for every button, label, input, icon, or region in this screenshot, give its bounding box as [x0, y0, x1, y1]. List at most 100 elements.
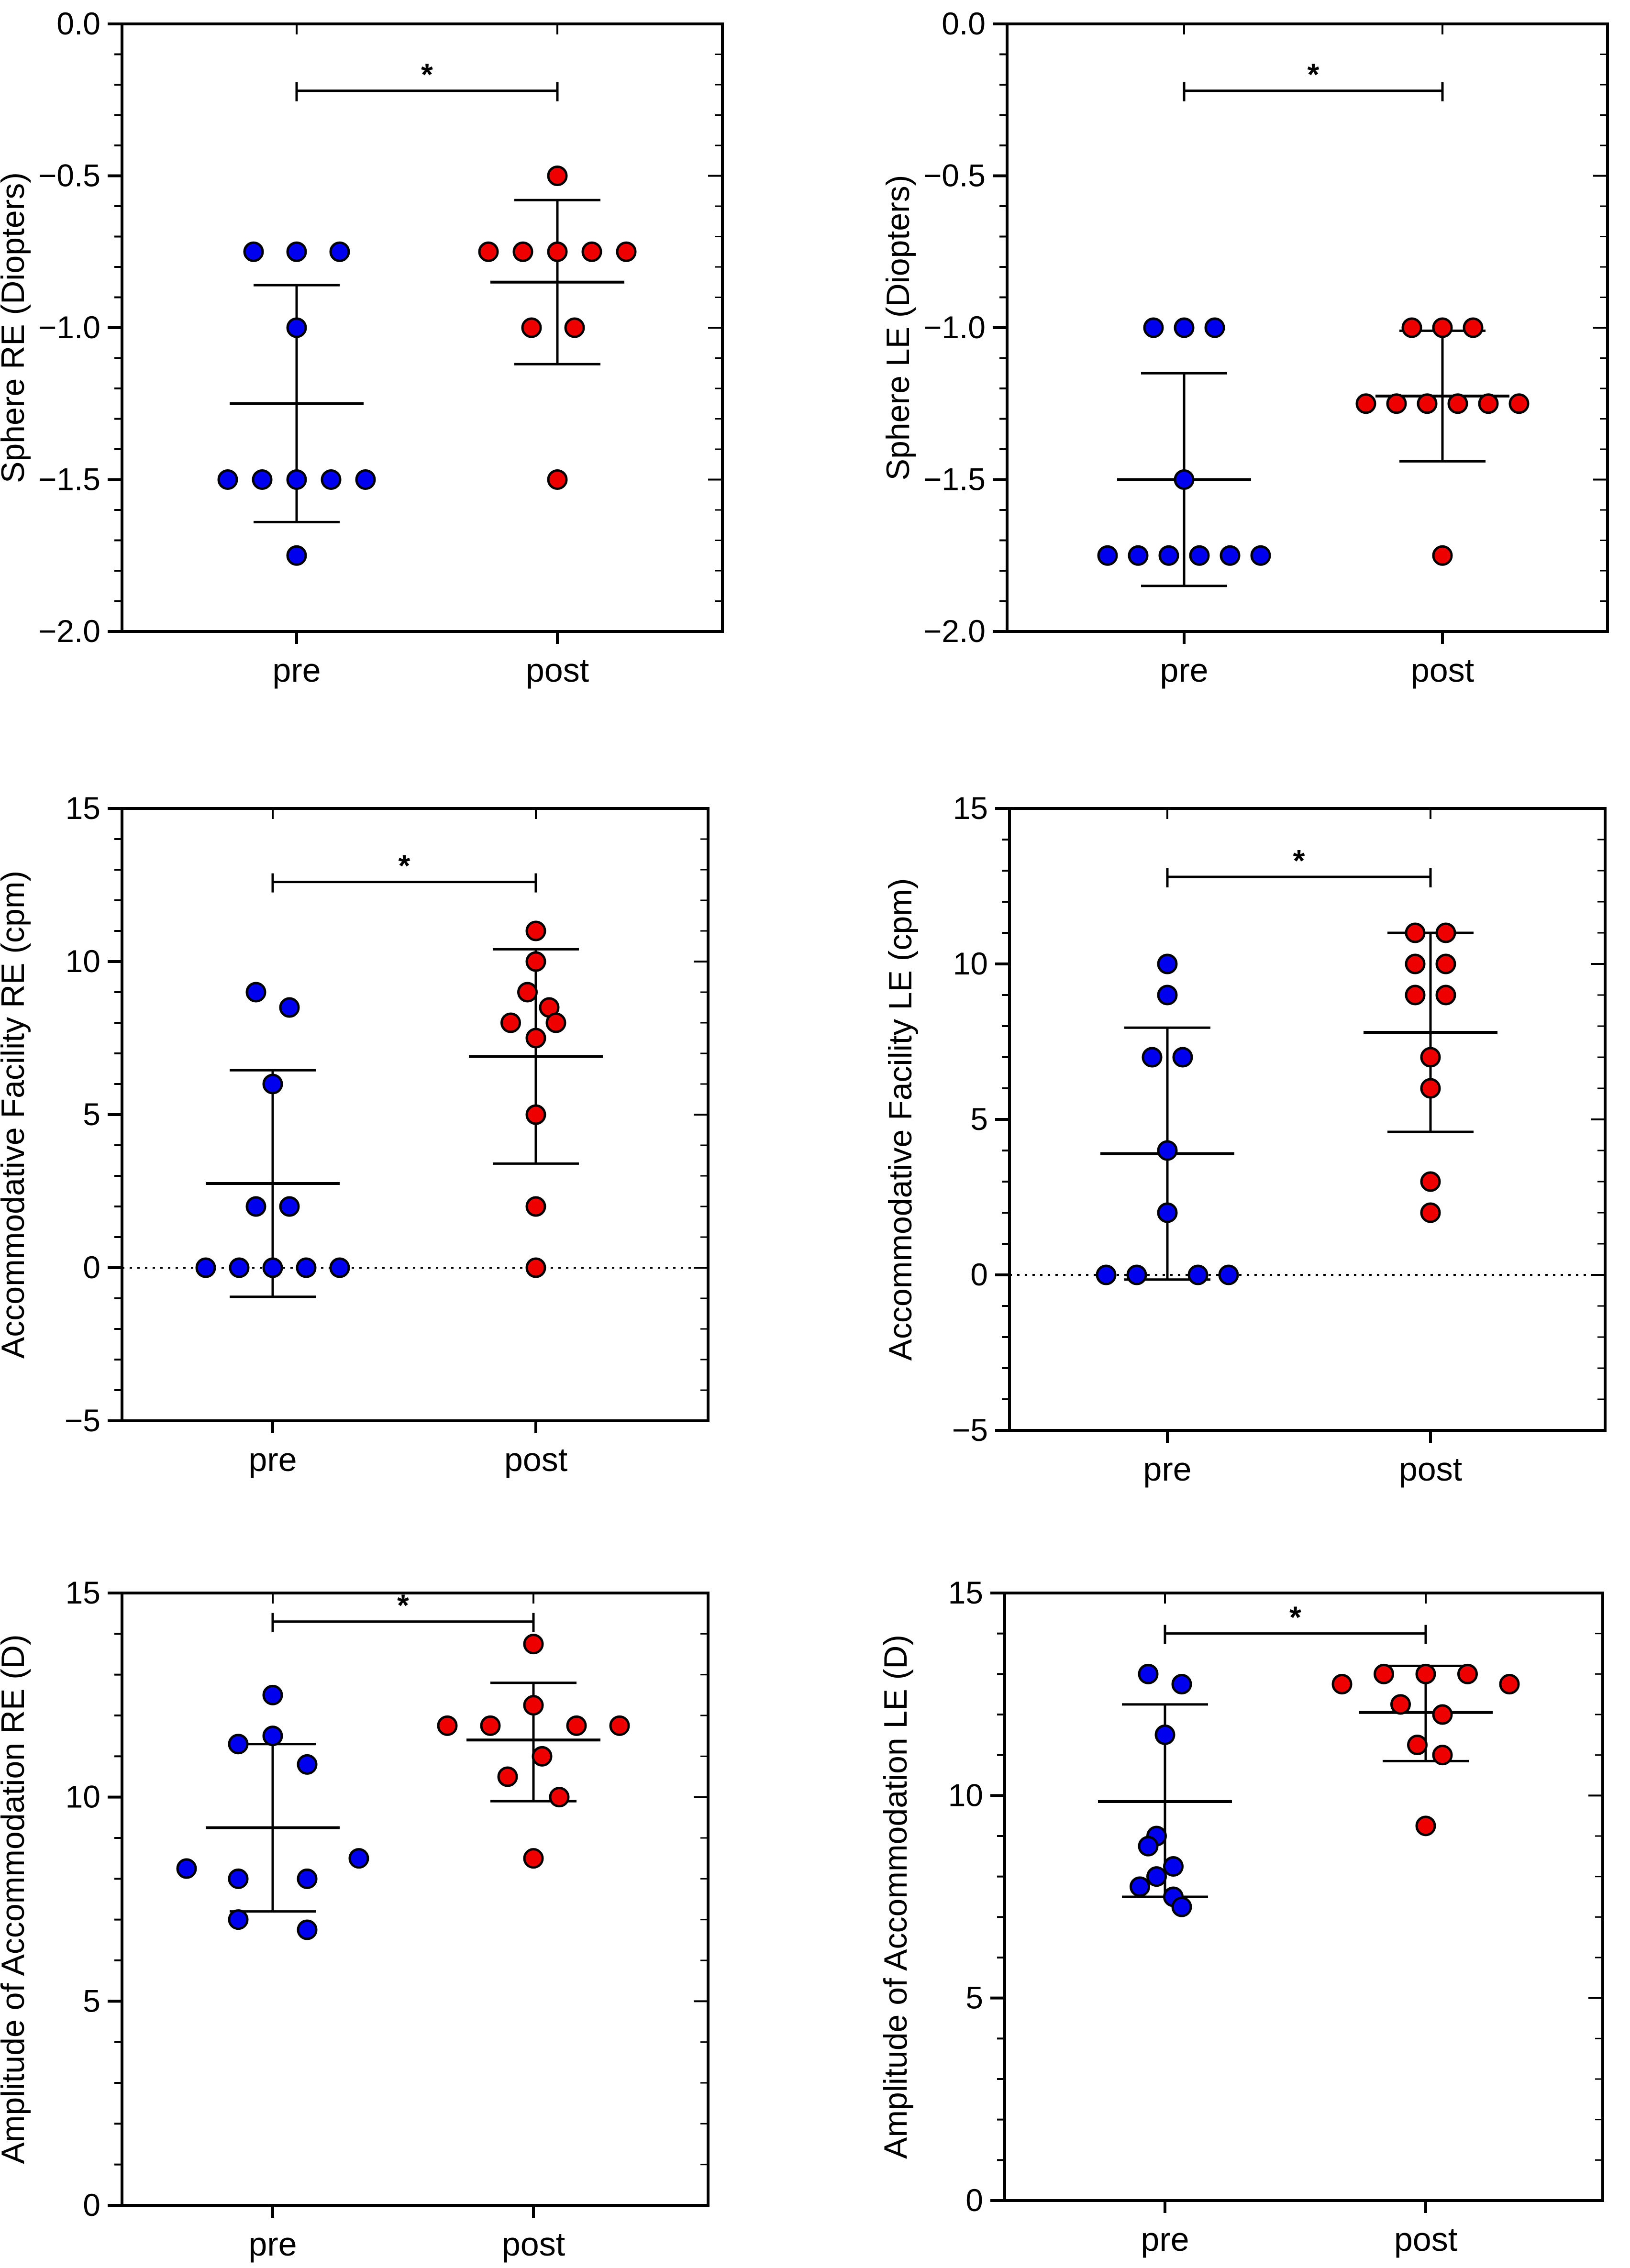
- data-point-post: [525, 1104, 546, 1125]
- y-axis-title: Accommodative Facility RE (cpm): [0, 871, 31, 1359]
- data-point-post: [1401, 317, 1422, 338]
- x-category-label: pre: [1143, 1450, 1191, 1488]
- data-point-pre: [228, 1734, 249, 1755]
- significance-marker: *: [399, 849, 410, 883]
- data-point-pre: [195, 1257, 216, 1278]
- y-tick-label: 15: [66, 790, 100, 826]
- chart-panel-1: −2.0 −1.5 −1.0 −0.5 0.0 pre post Sphere RE (Dio…: [0, 6, 724, 689]
- data-point-post: [525, 1196, 546, 1217]
- data-point-post: [549, 1787, 570, 1808]
- y-tick-label: 15: [953, 790, 988, 826]
- data-point-post: [1415, 1663, 1436, 1684]
- data-point-post: [1457, 1663, 1478, 1684]
- data-point-pre: [1128, 545, 1149, 566]
- data-point-pre: [279, 1196, 300, 1217]
- y-axis-title: Sphere LE (Diopters): [880, 175, 916, 481]
- data-point-pre: [1163, 1856, 1184, 1877]
- y-tick-label: 0: [83, 1250, 100, 1285]
- data-point-post: [1417, 393, 1438, 414]
- data-point-post: [616, 241, 637, 262]
- data-point-pre: [296, 1257, 317, 1278]
- data-point-pre: [329, 1257, 350, 1278]
- data-point-post: [1420, 1078, 1441, 1099]
- y-tick-label: −2.0: [923, 613, 986, 649]
- data-point-pre: [329, 241, 350, 262]
- x-category-label: post: [526, 652, 589, 689]
- x-category-label: post: [502, 2225, 565, 2263]
- data-point-pre: [297, 1868, 318, 1889]
- plot-frame: [1006, 22, 1609, 633]
- data-point-post: [1405, 922, 1426, 943]
- x-category-label: post: [504, 1441, 567, 1478]
- data-point-post: [1435, 985, 1456, 1006]
- x-category-label: post: [1411, 652, 1474, 689]
- y-tick-label: 5: [83, 1983, 100, 2018]
- data-point-post: [1415, 1815, 1436, 1837]
- data-point-pre: [286, 241, 307, 262]
- y-axis-title: Amplitude of Accommodation RE (D): [0, 1634, 31, 2164]
- y-tick-label: 10: [953, 946, 988, 981]
- data-point-pre: [1187, 1264, 1209, 1285]
- x-category-label: pre: [272, 652, 321, 689]
- data-point-post: [532, 1746, 553, 1767]
- data-point-pre: [286, 317, 307, 338]
- data-point-post: [1435, 922, 1456, 943]
- data-point-pre: [228, 1868, 249, 1889]
- data-point-post: [1374, 1663, 1394, 1684]
- y-axis-title: Sphere RE (Diopters): [0, 172, 31, 483]
- data-point-post: [547, 241, 568, 262]
- data-point-post: [1508, 393, 1530, 414]
- x-category-label: pre: [1141, 2221, 1189, 2258]
- data-point-post: [500, 1012, 521, 1033]
- data-point-post: [1355, 393, 1376, 414]
- data-point-pre: [1157, 953, 1178, 974]
- y-tick-label: −0.5: [38, 158, 100, 193]
- data-point-pre: [286, 545, 307, 566]
- plot-frame: [121, 22, 724, 633]
- y-tick-label: −1.5: [923, 462, 986, 497]
- data-point-pre: [321, 469, 342, 490]
- data-point-post: [517, 982, 538, 1003]
- y-axis-title: Amplitude of Accommodation LE (D): [877, 1635, 914, 2159]
- data-point-post: [525, 951, 546, 972]
- x-category-label: pre: [248, 1441, 297, 1478]
- y-tick-label: 0.0: [942, 6, 986, 41]
- data-point-post: [512, 241, 533, 262]
- data-point-post: [609, 1715, 630, 1736]
- data-point-post: [1432, 545, 1453, 566]
- data-point-post: [523, 1634, 544, 1655]
- significance-marker: *: [421, 57, 433, 92]
- y-tick-label: 0: [83, 2187, 100, 2223]
- data-point-pre: [1143, 317, 1164, 338]
- data-point-post: [564, 317, 585, 338]
- data-point-post: [1447, 393, 1468, 414]
- chart-panel-4: −5 0 5 10 15 pre post Accommodative Facility LE…: [882, 790, 1607, 1488]
- data-point-pre: [245, 1196, 266, 1217]
- y-tick-label: −1.0: [923, 310, 986, 345]
- data-point-pre: [1157, 1202, 1178, 1223]
- data-point-post: [1499, 1674, 1520, 1694]
- y-tick-label: −5: [65, 1403, 100, 1438]
- data-point-pre: [279, 997, 300, 1018]
- data-point-pre: [1204, 317, 1225, 338]
- plot-frame: [1003, 1592, 1604, 2202]
- y-tick-label: 5: [970, 1101, 988, 1137]
- data-point-pre: [252, 469, 273, 490]
- data-point-post: [1432, 1704, 1453, 1725]
- data-point-post: [1435, 953, 1456, 974]
- data-point-post: [1405, 985, 1426, 1006]
- data-point-post: [547, 469, 568, 490]
- x-category-label: pre: [248, 2225, 297, 2263]
- data-point-post: [521, 317, 542, 338]
- data-point-pre: [1220, 545, 1241, 566]
- data-point-pre: [217, 469, 238, 490]
- data-point-pre: [228, 1909, 249, 1930]
- data-point-pre: [176, 1858, 197, 1879]
- y-tick-label: −0.5: [923, 158, 986, 193]
- y-tick-label: 0: [965, 2182, 983, 2218]
- data-point-pre: [1171, 1896, 1192, 1917]
- data-point-post: [1386, 393, 1407, 414]
- y-tick-label: −1.5: [38, 462, 100, 497]
- chart-panel-5: 0 5 10 15 pre post Amplitude of Accommodation …: [0, 1575, 710, 2263]
- data-point-pre: [229, 1257, 250, 1278]
